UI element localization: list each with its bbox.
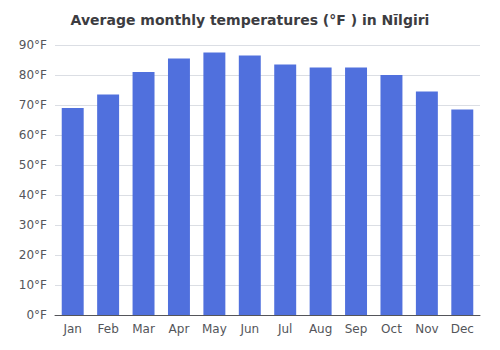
svg-text:Jan: Jan (62, 322, 82, 336)
svg-text:Feb: Feb (98, 322, 119, 336)
svg-text:50°F: 50°F (19, 158, 47, 172)
svg-text:Jun: Jun (239, 322, 259, 336)
svg-text:Aug: Aug (309, 322, 332, 336)
svg-text:30°F: 30°F (19, 218, 47, 232)
svg-text:Apr: Apr (169, 322, 190, 336)
svg-text:10°F: 10°F (19, 278, 47, 292)
svg-text:Jul: Jul (277, 322, 292, 336)
svg-text:60°F: 60°F (19, 128, 47, 142)
svg-text:80°F: 80°F (19, 68, 47, 82)
svg-text:Mar: Mar (132, 322, 155, 336)
svg-text:Average monthly temperatures (: Average monthly temperatures (°F ) in Nī… (71, 12, 430, 28)
svg-text:Dec: Dec (451, 322, 474, 336)
svg-text:20°F: 20°F (19, 248, 47, 262)
svg-text:Oct: Oct (381, 322, 402, 336)
svg-text:40°F: 40°F (19, 188, 47, 202)
svg-text:Sep: Sep (345, 322, 368, 336)
svg-text:0°F: 0°F (26, 308, 47, 322)
svg-text:Nov: Nov (415, 322, 438, 336)
svg-text:70°F: 70°F (19, 98, 47, 112)
svg-text:May: May (202, 322, 227, 336)
svg-text:90°F: 90°F (19, 38, 47, 52)
